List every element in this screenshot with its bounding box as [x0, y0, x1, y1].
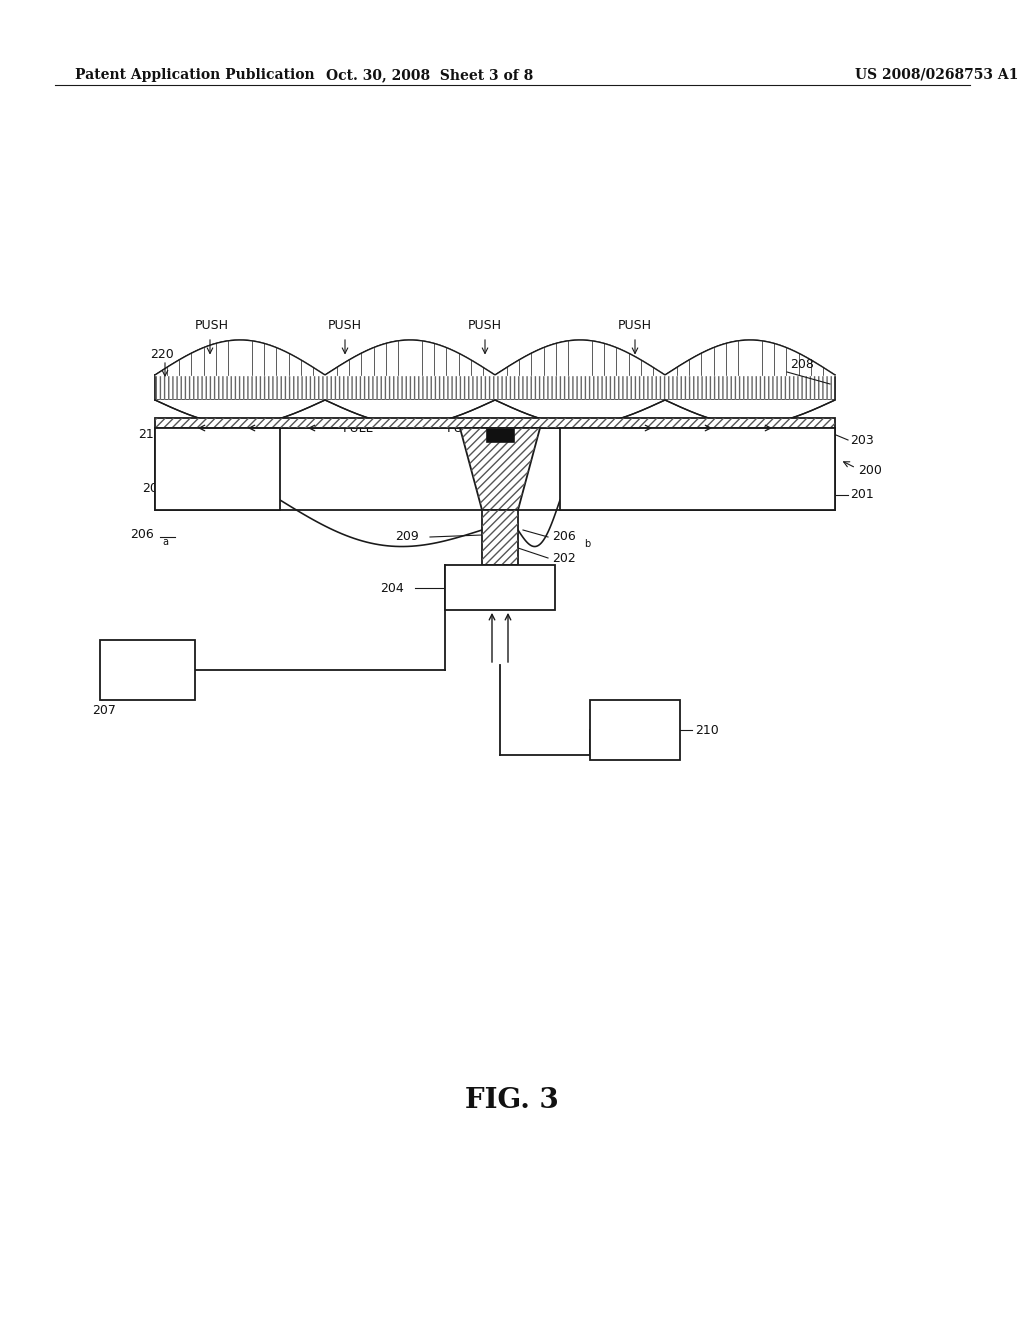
- Bar: [155, 375, 835, 400]
- Text: PUSH: PUSH: [328, 319, 362, 333]
- Bar: [560, 428, 835, 510]
- Text: PULL: PULL: [446, 422, 477, 436]
- Text: PUSH: PUSH: [618, 319, 652, 333]
- Text: 207: 207: [92, 704, 116, 717]
- Text: 205: 205: [142, 482, 166, 495]
- Text: 220: 220: [150, 348, 174, 362]
- Text: Patent Application Publication: Patent Application Publication: [75, 69, 314, 82]
- Text: PUSH: PUSH: [195, 319, 229, 333]
- Bar: [590, 700, 680, 760]
- Text: 201: 201: [850, 488, 873, 502]
- Text: 210: 210: [695, 723, 719, 737]
- Text: FIG. 3: FIG. 3: [465, 1086, 559, 1114]
- Text: US 2008/0268753 A1: US 2008/0268753 A1: [855, 69, 1019, 82]
- Text: 204: 204: [380, 582, 403, 594]
- Text: 206: 206: [552, 531, 575, 544]
- Text: 209: 209: [395, 531, 419, 544]
- Bar: [445, 565, 555, 610]
- Bar: [482, 510, 518, 565]
- Text: 211: 211: [138, 429, 162, 441]
- Text: 206: 206: [130, 528, 154, 541]
- Text: 203: 203: [850, 433, 873, 446]
- Text: PULL: PULL: [343, 422, 374, 436]
- Text: PULL: PULL: [588, 422, 618, 436]
- Text: Oct. 30, 2008  Sheet 3 of 8: Oct. 30, 2008 Sheet 3 of 8: [327, 69, 534, 82]
- Polygon shape: [460, 428, 540, 510]
- Bar: [155, 428, 280, 510]
- Bar: [155, 375, 835, 400]
- Bar: [482, 510, 518, 565]
- Text: 202: 202: [552, 552, 575, 565]
- Text: a: a: [162, 537, 168, 546]
- Text: b: b: [584, 539, 590, 549]
- Bar: [100, 640, 195, 700]
- Bar: [155, 428, 835, 510]
- Text: 200: 200: [858, 463, 882, 477]
- Bar: [155, 418, 835, 428]
- Bar: [155, 418, 835, 428]
- Text: 208: 208: [790, 359, 814, 371]
- Bar: [486, 428, 514, 442]
- Text: PUSH: PUSH: [468, 319, 502, 333]
